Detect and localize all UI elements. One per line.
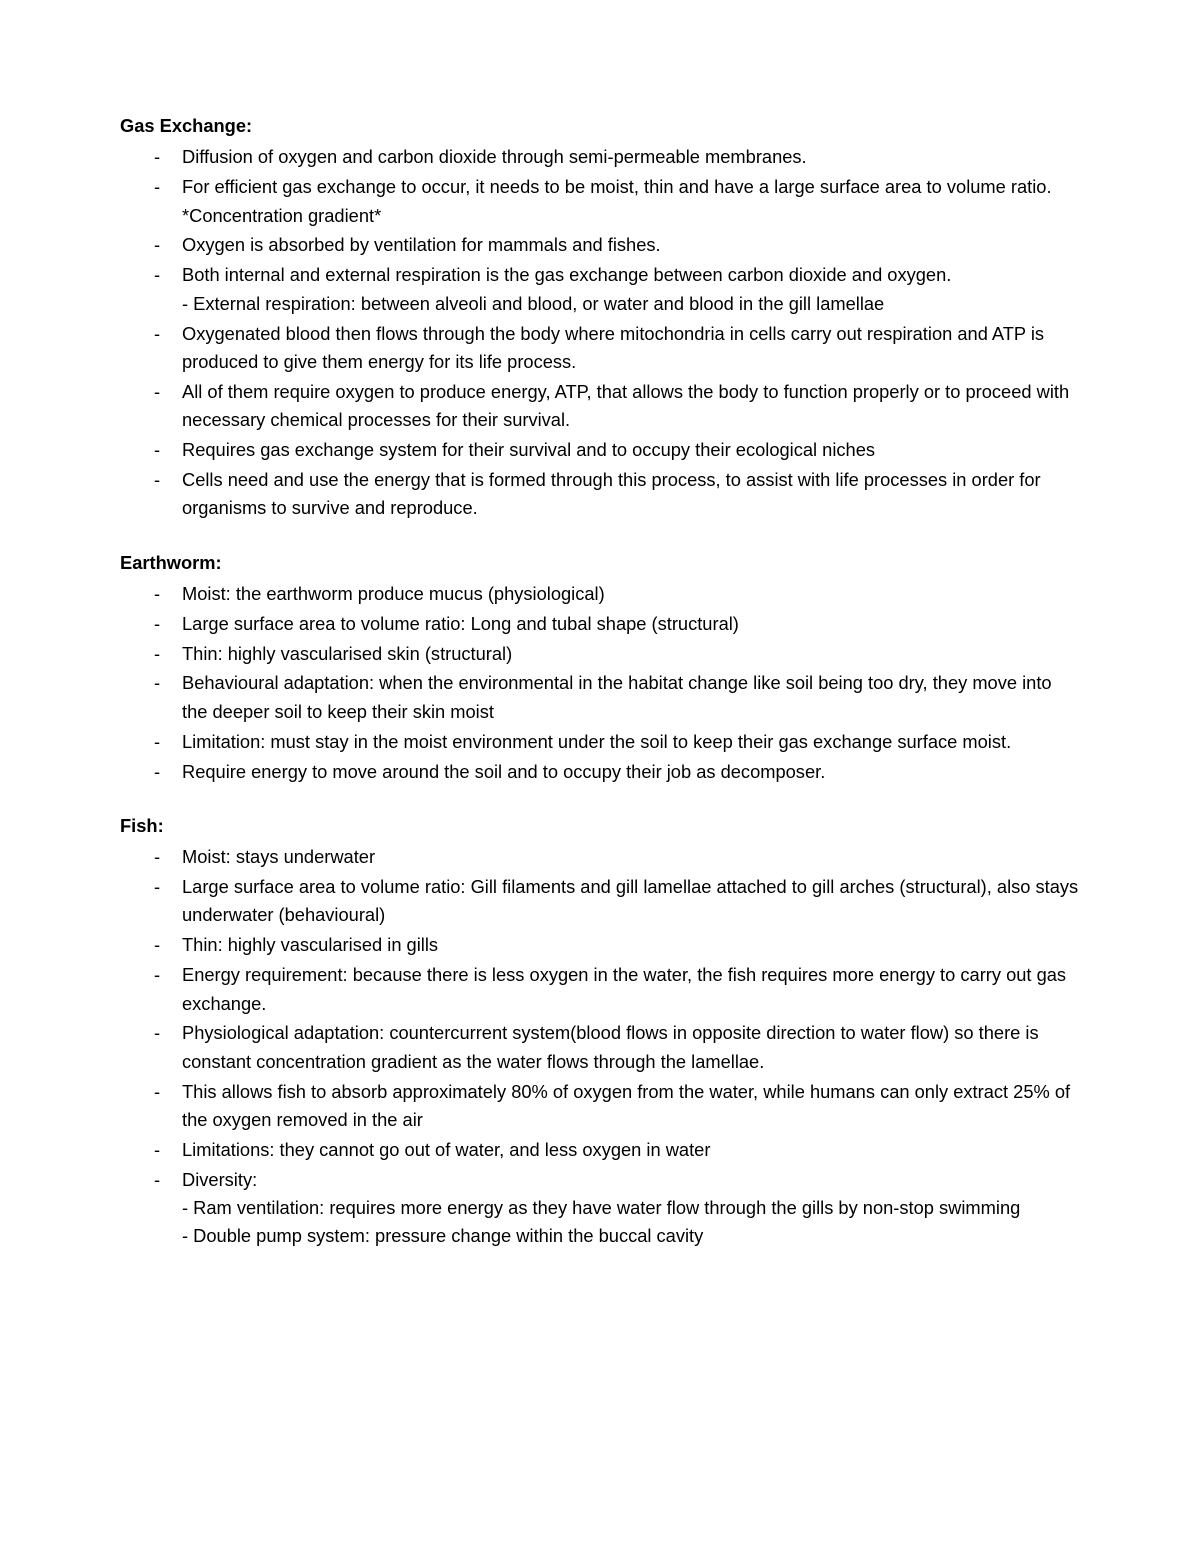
bullet-text: This allows fish to absorb approximately… xyxy=(182,1081,1070,1130)
bullet-text: Oxygen is absorbed by ventilation for ma… xyxy=(182,234,661,255)
list-item: Oxygenated blood then flows through the … xyxy=(182,320,1080,377)
bullet-text: Thin: highly vascularised skin (structur… xyxy=(182,643,512,664)
sub-bullet-text: - External respiration: between alveoli … xyxy=(182,290,1080,318)
list-item: Large surface area to volume ratio: Gill… xyxy=(182,873,1080,930)
list-item: All of them require oxygen to produce en… xyxy=(182,378,1080,435)
bullet-text: Diffusion of oxygen and carbon dioxide t… xyxy=(182,146,807,167)
list-item: Physiological adaptation: countercurrent… xyxy=(182,1019,1080,1076)
list-item: Limitations: they cannot go out of water… xyxy=(182,1136,1080,1164)
bullet-text: Large surface area to volume ratio: Gill… xyxy=(182,876,1078,925)
bullet-text: Energy requirement: because there is les… xyxy=(182,964,1066,1013)
bullet-text: Limitations: they cannot go out of water… xyxy=(182,1139,710,1160)
list-item: Both internal and external respiration i… xyxy=(182,261,1080,318)
list-item: Thin: highly vascularised in gills xyxy=(182,931,1080,959)
list-item: This allows fish to absorb approximately… xyxy=(182,1078,1080,1135)
section-earthworm: Earthworm: Moist: the earthworm produce … xyxy=(120,549,1080,786)
bullet-text: Physiological adaptation: countercurrent… xyxy=(182,1022,1039,1071)
bullet-text: Thin: highly vascularised in gills xyxy=(182,934,438,955)
bullet-text: All of them require oxygen to produce en… xyxy=(182,381,1069,430)
heading-fish: Fish: xyxy=(120,812,1080,840)
list-gas-exchange: Diffusion of oxygen and carbon dioxide t… xyxy=(120,143,1080,522)
bullet-text: Moist: stays underwater xyxy=(182,846,375,867)
bullet-text: Limitation: must stay in the moist envir… xyxy=(182,731,1011,752)
bullet-text: Diversity: xyxy=(182,1169,257,1190)
list-earthworm: Moist: the earthworm produce mucus (phys… xyxy=(120,580,1080,786)
list-item: Diversity: - Ram ventilation: requires m… xyxy=(182,1166,1080,1251)
bullet-text: Large surface area to volume ratio: Long… xyxy=(182,613,739,634)
bullet-text: Requires gas exchange system for their s… xyxy=(182,439,875,460)
list-item: Thin: highly vascularised skin (structur… xyxy=(182,640,1080,668)
list-fish: Moist: stays underwater Large surface ar… xyxy=(120,843,1080,1251)
list-item: Diffusion of oxygen and carbon dioxide t… xyxy=(182,143,1080,171)
heading-gas-exchange: Gas Exchange: xyxy=(120,112,1080,140)
bullet-text: Moist: the earthworm produce mucus (phys… xyxy=(182,583,605,604)
list-item: Large surface area to volume ratio: Long… xyxy=(182,610,1080,638)
list-item: Requires gas exchange system for their s… xyxy=(182,436,1080,464)
bullet-text: Oxygenated blood then flows through the … xyxy=(182,323,1044,372)
list-item: Require energy to move around the soil a… xyxy=(182,758,1080,786)
list-item: Behavioural adaptation: when the environ… xyxy=(182,669,1080,726)
bullet-text: Behavioural adaptation: when the environ… xyxy=(182,672,1052,721)
document-page: Gas Exchange: Diffusion of oxygen and ca… xyxy=(0,0,1200,1553)
bullet-text: Cells need and use the energy that is fo… xyxy=(182,469,1041,518)
list-item: Limitation: must stay in the moist envir… xyxy=(182,728,1080,756)
bullet-text: Both internal and external respiration i… xyxy=(182,264,951,285)
list-item: Moist: stays underwater xyxy=(182,843,1080,871)
sub-bullet-text: - Ram ventilation: requires more energy … xyxy=(182,1194,1080,1222)
sub-bullet-text: - Double pump system: pressure change wi… xyxy=(182,1222,1080,1250)
section-fish: Fish: Moist: stays underwater Large surf… xyxy=(120,812,1080,1251)
list-item: Moist: the earthworm produce mucus (phys… xyxy=(182,580,1080,608)
list-item: Cells need and use the energy that is fo… xyxy=(182,466,1080,523)
bullet-text: For efficient gas exchange to occur, it … xyxy=(182,176,1052,225)
list-item: Energy requirement: because there is les… xyxy=(182,961,1080,1018)
heading-earthworm: Earthworm: xyxy=(120,549,1080,577)
bullet-text: Require energy to move around the soil a… xyxy=(182,761,825,782)
section-gas-exchange: Gas Exchange: Diffusion of oxygen and ca… xyxy=(120,112,1080,523)
list-item: Oxygen is absorbed by ventilation for ma… xyxy=(182,231,1080,259)
list-item: For efficient gas exchange to occur, it … xyxy=(182,173,1080,230)
